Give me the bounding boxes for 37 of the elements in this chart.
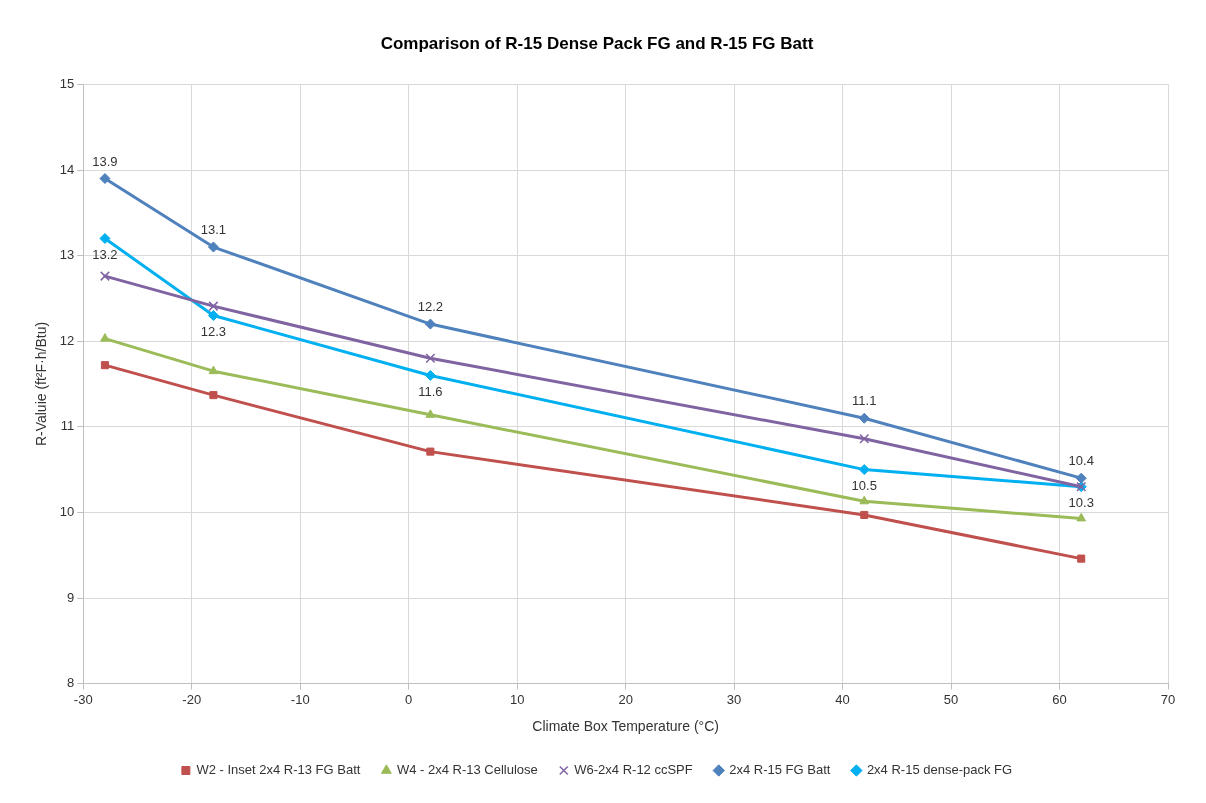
data-label: 13.9 (92, 153, 118, 169)
data-label: 13.2 (92, 246, 118, 262)
x-tick-label: 10 (509, 691, 525, 707)
legend-label: W2 - Inset 2x4 R-13 FG Batt (196, 762, 361, 778)
x-tick-label: 50 (943, 691, 959, 707)
y-tick-label: 11 (60, 418, 75, 434)
legend-label: 2x4 R-15 dense-pack FG (866, 762, 1013, 778)
x-tick-label: 0 (405, 691, 413, 707)
legend-label: W6-2x4 R-12 ccSPF (574, 762, 693, 778)
x-tick-label: -30 (73, 691, 93, 707)
data-label: 12.2 (417, 299, 444, 315)
y-tick-label: 12 (59, 332, 75, 348)
y-tick-label: 15 (59, 75, 75, 91)
data-label: 11.1 (852, 393, 877, 409)
x-tick-label: 40 (835, 691, 850, 707)
x-tick-label: 30 (726, 691, 742, 707)
x-tick-label: 60 (1052, 691, 1067, 707)
legend-label: W4 - 2x4 R-13 Cellulose (396, 762, 538, 778)
x-tick-label: 70 (1160, 691, 1176, 707)
chart-title: Comparison of R-15 Dense Pack FG and R-15 FG Batt (380, 33, 814, 53)
data-label: 10.3 (1068, 494, 1094, 510)
y-tick-label: 9 (67, 589, 75, 605)
y-tick-label: 8 (67, 675, 75, 691)
data-label: 13.1 (200, 222, 227, 238)
data-label: 12.3 (200, 323, 227, 339)
x-tick-label: -20 (182, 691, 202, 707)
x-tick-label: -10 (290, 691, 310, 707)
y-axis-title: R-Valuie (ft²F·h/Btu) (33, 321, 50, 447)
x-axis-title: Climate Box Temperature (°C) (532, 718, 719, 735)
y-tick-label: 13 (59, 247, 75, 263)
y-tick-label: 14 (59, 161, 75, 177)
y-tick-label: 10 (59, 503, 75, 519)
data-label: 10.5 (851, 477, 877, 493)
x-tick-label: 20 (618, 691, 633, 707)
data-label: 11.6 (418, 383, 443, 399)
legend-label: 2x4 R-15 FG Batt (729, 762, 831, 778)
data-label: 10.4 (1068, 453, 1094, 469)
